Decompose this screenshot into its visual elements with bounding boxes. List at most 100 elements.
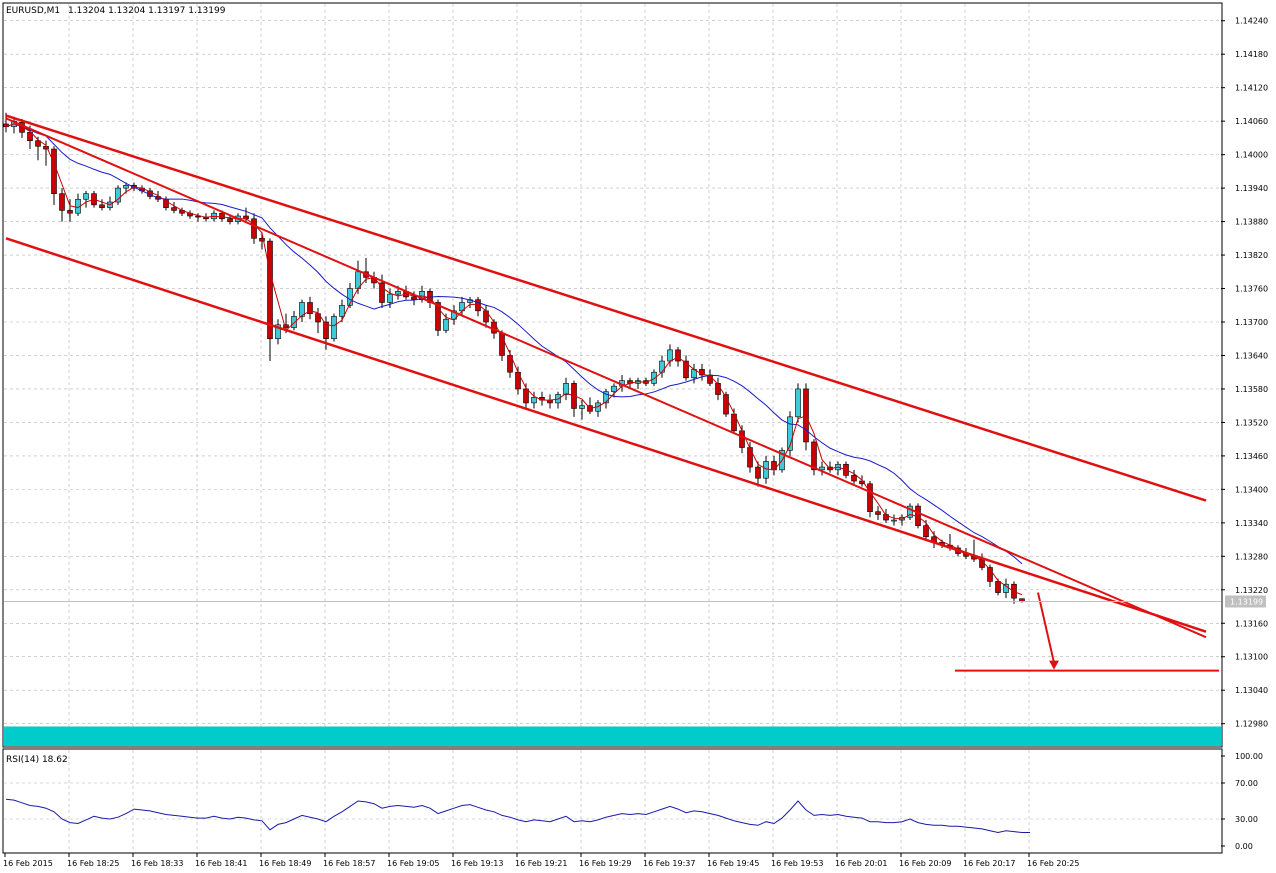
bull-candle — [579, 400, 585, 420]
time-tick-label: 16 Feb 19:29 — [579, 859, 631, 868]
time-tick-label: 16 Feb 18:33 — [131, 859, 183, 868]
target-arrow[interactable] — [1037, 592, 1059, 670]
candle-body — [387, 293, 393, 303]
price-axis: 1.14240 1.14180 1.14120 1.14060 1.14000 1.139… — [1221, 17, 1268, 729]
candle-body — [99, 204, 105, 208]
candle-body — [267, 240, 273, 340]
candle-body — [667, 349, 673, 362]
candle-body — [59, 193, 65, 211]
bull-candle — [531, 391, 537, 409]
bear-candle — [499, 330, 505, 362]
price-tick-label: 1.13460 — [1235, 452, 1268, 461]
bear-candle — [307, 296, 313, 320]
time-tick-label: 16 Feb 18:25 — [67, 859, 119, 868]
bear-candle — [771, 455, 777, 476]
price-tick-label: 1.13580 — [1235, 385, 1268, 394]
candle-body — [443, 318, 449, 331]
main-grid — [4, 4, 1221, 746]
channel-inner-line[interactable] — [5, 117, 1207, 639]
bear-candle — [755, 461, 761, 487]
price-tick-label: 1.13760 — [1235, 285, 1268, 294]
ohlc-readout: 1.13204 1.13204 1.13197 1.13199 — [68, 6, 226, 16]
bull-candle — [763, 455, 769, 484]
bear-candle — [259, 232, 265, 250]
candle-body — [83, 193, 89, 200]
candle-body — [435, 302, 441, 331]
bull-candle — [819, 461, 825, 476]
time-tick-label: 16 Feb 19:45 — [707, 859, 759, 868]
candle-body — [67, 210, 73, 214]
bull-candle — [443, 313, 449, 334]
price-tick-label: 1.13100 — [1235, 653, 1268, 662]
bear-candle — [187, 210, 193, 219]
time-tick-label: 16 Feb 20:01 — [835, 859, 887, 868]
candle-body — [171, 207, 177, 211]
channel-lower-line[interactable] — [5, 237, 1207, 633]
candle-body — [451, 310, 457, 320]
candle-body — [299, 302, 305, 317]
time-tick-label: 16 Feb 20:17 — [963, 859, 1015, 868]
price-tick-label: 1.13640 — [1235, 351, 1268, 360]
candle-body — [531, 397, 537, 404]
bull-candle — [75, 193, 81, 216]
candle-body — [755, 466, 761, 479]
bull-candle — [787, 411, 793, 456]
price-tick-label: 1.14000 — [1235, 151, 1268, 160]
candle-body — [891, 519, 897, 522]
rsi-panel-frame — [2, 748, 1223, 854]
candle-body — [507, 355, 513, 373]
price-tick-label: 1.13160 — [1235, 619, 1268, 628]
price-tick-label: 1.13820 — [1235, 251, 1268, 260]
price-tick-label: 1.13040 — [1235, 686, 1268, 695]
candle-body — [115, 187, 121, 203]
time-tick-label: 16 Feb 19:37 — [643, 859, 695, 868]
candle-body — [603, 391, 609, 404]
candle-body — [315, 313, 321, 323]
bull-candle — [899, 514, 905, 526]
candle-body — [475, 299, 481, 312]
candle-body — [339, 304, 345, 317]
candle-body — [283, 324, 289, 328]
candle-body — [867, 483, 873, 512]
bull-candle — [387, 288, 393, 309]
bear-candle — [35, 136, 41, 161]
rsi-axis: 100.00 70.00 30.00 0.00 — [1221, 752, 1263, 851]
bull-candle — [651, 369, 657, 387]
channel-upper-line[interactable] — [5, 114, 1207, 502]
bull-candle — [291, 310, 297, 331]
rsi-tick-label: 100.00 — [1235, 752, 1263, 761]
time-tick-label: 16 Feb 18:57 — [323, 859, 375, 868]
time-tick-label: 16 Feb 18:49 — [259, 859, 311, 868]
bear-candle — [747, 441, 753, 473]
bear-candle — [267, 238, 273, 362]
price-tick-label: 1.13880 — [1235, 218, 1268, 227]
main-panel-frame — [2, 2, 1223, 748]
bear-candle — [851, 469, 857, 484]
bear-candle — [867, 481, 873, 518]
candle-body — [683, 360, 689, 379]
candle-body — [323, 321, 329, 340]
candle-body — [35, 140, 41, 147]
price-tick-label: 1.13700 — [1235, 318, 1268, 327]
bear-candle — [739, 425, 745, 454]
current-price-box: 1.13199 — [1225, 595, 1266, 608]
candle-body — [795, 388, 801, 418]
candle-body — [875, 511, 881, 515]
bear-candle — [251, 213, 257, 244]
slow-moving-average — [5, 123, 1023, 565]
candle-body — [819, 466, 825, 471]
candlesticks — [3, 112, 1025, 604]
candle-body — [379, 282, 385, 303]
candle-body — [747, 447, 753, 468]
candle-body — [563, 383, 569, 395]
bear-candle — [195, 213, 201, 222]
bear-candle — [475, 296, 481, 317]
candle-body — [307, 302, 313, 314]
price-tick-label: 1.14180 — [1235, 50, 1268, 59]
candle-body — [195, 215, 201, 218]
rsi-grid — [4, 750, 1221, 852]
bear-candle — [99, 199, 105, 211]
candle-body — [331, 316, 337, 340]
price-tick-label: 1.14240 — [1235, 17, 1268, 26]
